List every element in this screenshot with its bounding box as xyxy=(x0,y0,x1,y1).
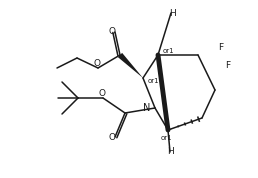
Text: N: N xyxy=(143,103,150,113)
Text: O: O xyxy=(93,59,101,69)
Text: O: O xyxy=(109,27,116,35)
Text: O: O xyxy=(109,134,116,143)
Text: F: F xyxy=(219,43,224,51)
Text: O: O xyxy=(99,90,106,98)
Text: F: F xyxy=(225,61,231,69)
Text: or1: or1 xyxy=(162,48,174,54)
Text: or1: or1 xyxy=(160,135,172,141)
Polygon shape xyxy=(118,53,143,78)
Text: H: H xyxy=(169,9,175,19)
Text: H: H xyxy=(168,146,174,156)
Text: or1: or1 xyxy=(147,78,159,84)
